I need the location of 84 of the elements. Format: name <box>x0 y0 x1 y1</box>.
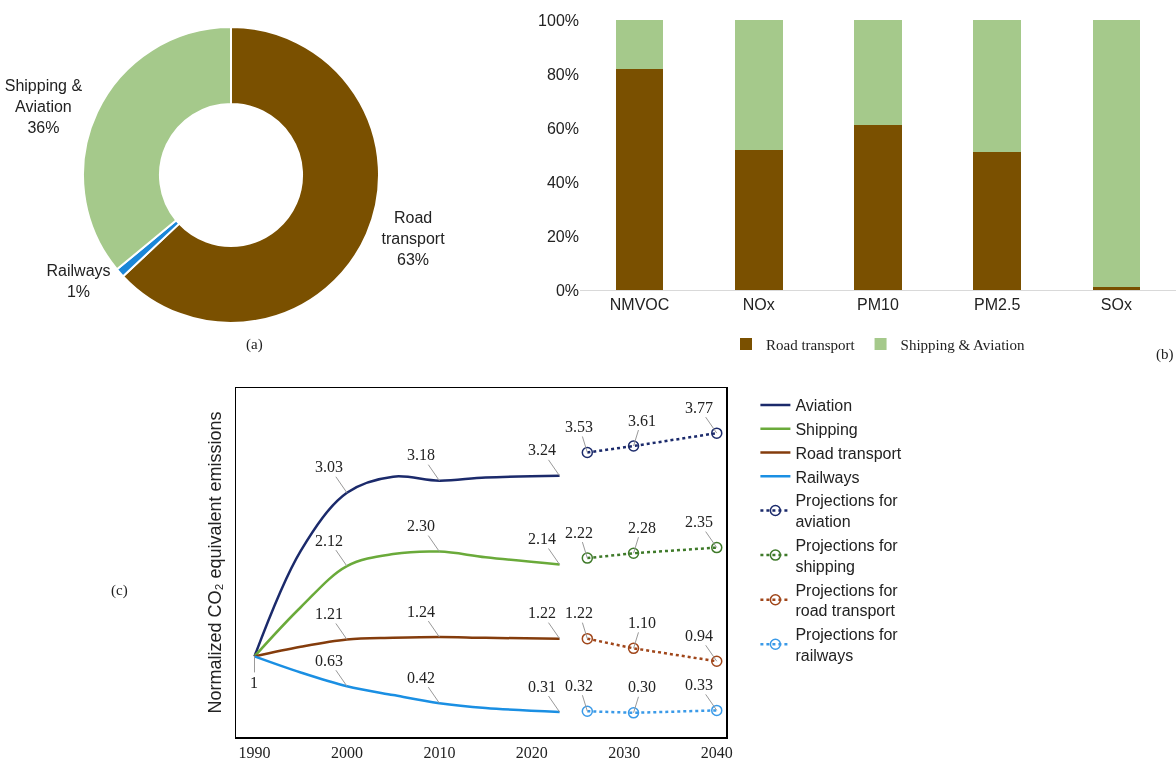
x-tick-label: 2040 <box>700 743 733 761</box>
data-label: 3.03 <box>315 458 343 475</box>
bar <box>734 149 783 290</box>
x-tick-label: 1990 <box>238 743 271 761</box>
data-label: 1.22 <box>528 604 556 621</box>
data-label: 1.21 <box>315 605 343 622</box>
bar <box>615 68 664 290</box>
data-label: 2.35 <box>685 513 713 530</box>
text: (a) <box>246 336 263 353</box>
x-tick-label: NMVOC <box>609 296 670 314</box>
point <box>581 632 594 645</box>
x-tick-label: NOx <box>742 296 775 314</box>
data-label: 2.28 <box>628 519 656 536</box>
data-label: 1.22 <box>565 604 593 621</box>
x-tick-label: 2030 <box>608 743 641 761</box>
point <box>627 642 640 655</box>
legend-label: Shipping & Aviation <box>900 336 1025 353</box>
point <box>627 707 640 719</box>
x-tick-label: PM2.5 <box>974 296 1021 314</box>
point <box>711 655 723 667</box>
x-tick-label: PM10 <box>857 296 899 314</box>
point <box>711 704 723 717</box>
y-tick-label: 80% <box>546 65 579 83</box>
y-tick-label: 100% <box>538 11 579 29</box>
bar <box>973 20 1022 153</box>
point <box>581 446 594 459</box>
y-tick-label: 60% <box>546 119 579 137</box>
legend-label: Projections for road transport <box>795 581 899 620</box>
data-label: 0.31 <box>528 678 556 695</box>
bar <box>854 125 902 290</box>
data-label: 1.24 <box>407 603 435 620</box>
y-tick-label: 0% <box>555 281 579 299</box>
bar <box>734 20 783 150</box>
slice-label: Road transport <box>381 209 446 247</box>
bar <box>973 152 1022 290</box>
data-label: 3.18 <box>407 446 435 463</box>
point <box>711 427 723 439</box>
x-tick-label: 2010 <box>423 743 456 761</box>
data-label: 0.42 <box>407 669 435 686</box>
legend-label: Projections for railways <box>795 626 899 664</box>
data-label: 2.22 <box>565 524 593 541</box>
point <box>627 440 640 452</box>
data-label: 36% <box>27 118 60 136</box>
bar <box>854 20 902 126</box>
legend-label: Road transport <box>766 336 856 353</box>
data-label: 0.63 <box>315 652 343 669</box>
legend-label: Railways <box>795 468 860 486</box>
data-label: 3.77 <box>685 399 713 416</box>
bar <box>1092 287 1141 290</box>
data-label: 0.94 <box>685 627 713 644</box>
bar <box>1092 20 1141 288</box>
point <box>627 547 640 559</box>
x-tick-label: SOx <box>1100 296 1132 314</box>
data-label: 3.24 <box>528 441 556 458</box>
legend-label: Projections for shipping <box>795 536 899 575</box>
x-tick-label: 2000 <box>330 743 363 761</box>
slice-label: Shipping & Aviation <box>4 77 83 116</box>
data-label: 2.12 <box>315 532 343 549</box>
y-tick-label: 40% <box>546 173 579 191</box>
legend-label: Aviation <box>795 397 853 415</box>
y-axis-title: Normalized CO₂ equivalent emissions <box>204 411 225 714</box>
bar <box>615 20 664 69</box>
data-label: 0.30 <box>628 678 656 695</box>
text: (b) <box>1156 346 1174 363</box>
data-label: 63% <box>397 250 430 268</box>
point <box>711 541 723 554</box>
legend-label: Road transport <box>795 444 902 462</box>
point <box>581 552 594 564</box>
x-tick-label: 2020 <box>515 743 548 761</box>
data-label: 3.53 <box>565 418 593 435</box>
legend-label: Projections for aviation <box>795 492 899 531</box>
data-label: 3.61 <box>628 412 656 429</box>
data-label: 1% <box>66 283 91 301</box>
point <box>581 705 594 717</box>
data-label: 0.33 <box>685 676 713 693</box>
slice-label: Railways <box>46 262 111 280</box>
data-label: 2.14 <box>528 530 556 547</box>
y-tick-label: 20% <box>546 227 579 245</box>
data-label: 1 <box>250 674 258 691</box>
data-label: 0.32 <box>565 677 593 694</box>
legend-label: Shipping <box>795 420 858 438</box>
data-label: 1.10 <box>628 614 656 631</box>
text: (c) <box>111 582 128 599</box>
data-label: 2.30 <box>407 517 435 534</box>
